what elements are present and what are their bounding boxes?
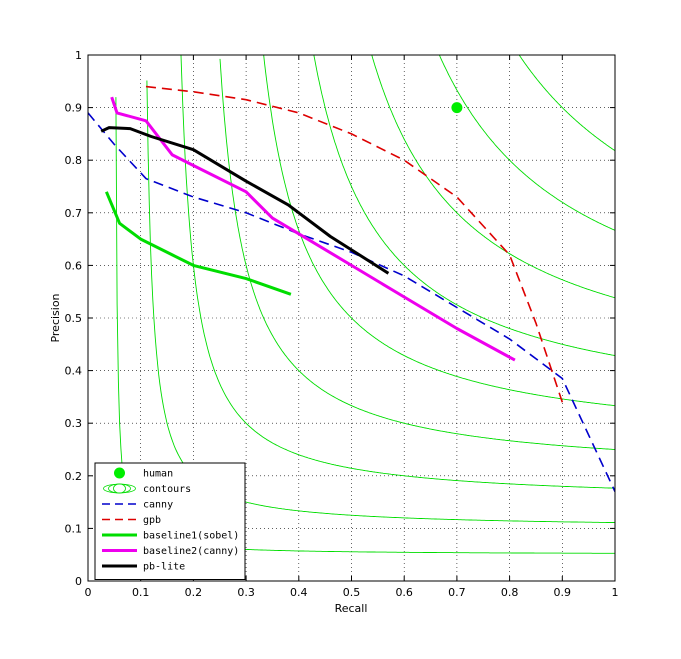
iso-f-contour [371, 55, 615, 299]
canny-line [88, 112, 615, 492]
legend-label-pb-lite: pb-lite [143, 562, 185, 573]
y-tick-label: 0.3 [65, 417, 83, 430]
pb-lite-line [100, 126, 390, 275]
legend-label-baseline2-canny: baseline2(canny) [143, 546, 239, 557]
x-tick-label: 0.2 [185, 586, 203, 599]
y-tick-label: 0.1 [65, 522, 83, 535]
human-point [451, 102, 463, 114]
legend-label-baseline1-sobel: baseline1(sobel) [143, 531, 239, 542]
iso-f-contour [180, 55, 615, 489]
x-tick-label: 0.1 [132, 586, 150, 599]
iso-f-contour [438, 55, 615, 231]
y-tick-label: 0.2 [65, 470, 83, 483]
series-group [88, 85, 615, 492]
y-tick-label: 0.9 [65, 102, 83, 115]
iso-f-contour [518, 55, 615, 151]
legend-swatch-contours [103, 483, 136, 494]
legend-contour-ring [113, 483, 126, 494]
legend-label-human: human [143, 469, 173, 480]
y-tick-label: 0.8 [65, 154, 83, 167]
legend: human contours canny gpb baseline1(sobel) bas… [94, 462, 246, 580]
y-tick-label: 0.6 [65, 259, 83, 272]
baseline1-sobel-line [105, 191, 292, 296]
x-tick-label: 1 [612, 586, 619, 599]
x-axis-label: Recall [335, 602, 368, 615]
y-tick-label: 0.7 [65, 207, 83, 220]
iso-f-contour [313, 55, 615, 357]
baseline2-canny-line [110, 96, 516, 362]
y-tick-label: 0 [75, 575, 82, 588]
y-tick-label: 0.5 [65, 312, 83, 325]
legend-label-gpb: gpb [143, 515, 161, 526]
ticks: 0 0.1 0.2 0.3 0.4 0.5 0.6 0.7 0.8 0.9 1 0 0.1 0.2 0.3 0… [65, 49, 619, 599]
legend-label-contours: contours [143, 484, 191, 495]
legend-label-canny: canny [143, 500, 173, 511]
y-tick-label: 0.4 [65, 365, 83, 378]
y-axis-label: Precision [49, 293, 62, 342]
legend-box [94, 462, 246, 580]
x-tick-label: 0.8 [501, 586, 519, 599]
gpb-line [145, 85, 564, 403]
x-tick-label: 0.5 [343, 586, 361, 599]
iso-f-contour [219, 58, 615, 450]
iso-f-contour [263, 55, 615, 407]
x-tick-label: 0.9 [554, 586, 572, 599]
x-tick-label: 0.6 [395, 586, 413, 599]
legend-swatch-human [114, 467, 125, 479]
x-tick-label: 0.7 [448, 586, 466, 599]
x-tick-label: 0 [85, 586, 92, 599]
y-tick-label: 1 [75, 49, 82, 62]
x-tick-label: 0.4 [290, 586, 308, 599]
x-tick-label: 0.3 [237, 586, 255, 599]
